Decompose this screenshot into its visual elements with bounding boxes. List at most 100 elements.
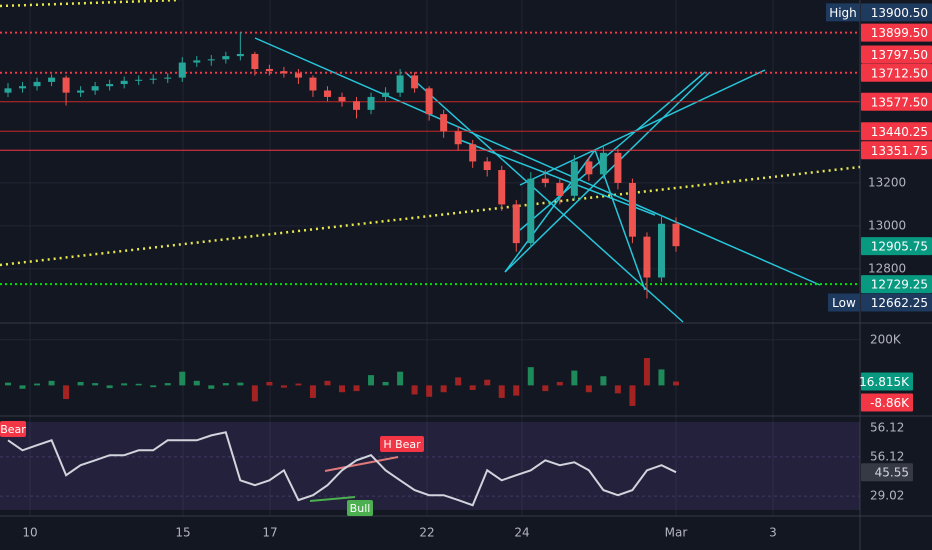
volume-bar [77,381,84,386]
candle-body [236,53,244,57]
annotation: Bull [350,502,371,515]
trend-line [504,71,711,273]
y-tick-label: 12800 [868,261,906,275]
high-label-box [861,3,932,22]
annotation: Bear [0,423,26,436]
trend-line [519,69,766,186]
candle-body [193,60,201,63]
rsi-current-label-box [861,463,913,482]
trend-line [519,71,706,231]
drawings [0,0,861,502]
candle-body [323,90,331,97]
candle-body [570,161,578,196]
volume-bar [179,371,186,386]
volume-current-label: -8.86K [870,396,910,410]
candle-body [149,78,157,80]
volume-bar [397,371,404,386]
level-label-box [861,275,932,294]
current-price-label: 12905.75 [871,240,928,254]
volume-bar [34,383,41,386]
x-tick-label: 3 [769,526,777,540]
annotation-box [0,421,26,437]
candle-body [294,73,302,78]
low-name: Low [832,296,856,310]
candle-body [77,90,85,93]
level-label: 13440.25 [871,125,928,139]
high-label: 13900.50 [871,6,928,20]
candle-body [483,161,491,171]
x-tick-label: 15 [175,526,190,540]
candle-body [135,79,143,81]
trend-line [0,165,861,267]
candle-body [62,77,70,93]
volume-bar [251,385,258,402]
volume-bar [658,369,665,386]
level-label: 13351.75 [871,144,928,158]
volume-bar [164,383,171,386]
volume-bar [527,367,534,386]
candle-body [4,88,12,93]
candle-body [19,86,27,89]
volume-bar [455,377,462,386]
trend-line [504,149,596,273]
volume-bar [382,381,389,386]
candle-body [440,114,448,132]
volume-bar [121,383,128,386]
candle-body [382,92,390,97]
candle-body [657,223,665,278]
candle-body [309,77,317,91]
x-tick-label: 10 [22,526,37,540]
x-tick-label: 17 [262,526,277,540]
level-label: 13797.50 [871,48,928,62]
candle-body [120,80,128,85]
volume-bar [150,385,157,388]
volume-bar [498,385,505,398]
high-name: High [829,6,857,20]
candle-body [164,77,172,79]
y-tick-label: 56.12 [870,449,904,463]
volume-current-label-box [861,372,913,391]
rsi-band [0,422,860,510]
volume-bar [339,385,345,393]
level-label-box [861,23,932,42]
volume-bar [629,385,636,406]
labels: 13200 13000 12800 10 15 17 22 24 Mar 3 13899.50 137… [0,3,932,540]
y-tick-label: 200K [870,332,902,346]
volume-bar [556,381,563,386]
trend-line [0,0,181,8]
y-tick-label: 13000 [868,218,906,232]
level-label: 12729.25 [871,278,928,292]
trend-line [254,37,821,286]
candle-body [527,178,535,244]
candle-body [411,75,419,89]
level-label-box [861,122,932,141]
candle-body [353,101,361,110]
candle-body [498,170,506,205]
y-tick-label: 13200 [868,175,906,189]
candle-body [614,152,622,183]
x-tick-label: 24 [514,526,529,540]
candle-body [396,75,404,93]
volume-bar [643,358,650,386]
volume-bar [135,383,142,386]
candle-body [338,96,346,102]
volume-bar [542,385,549,392]
volume-bar [324,380,331,386]
candle-body [265,69,273,72]
annotation-box [380,436,424,452]
volume-bar [469,385,476,390]
current-price-label-box [861,237,932,256]
volume-bar [484,379,491,386]
volume-bar [411,385,418,395]
candle-body [280,71,288,74]
candle-body [425,88,433,115]
x-tick-label: Mar [665,526,688,540]
trend-line [459,139,656,216]
level-label: 13577.50 [871,95,928,109]
volume-bar [106,385,113,389]
candle-body [556,182,564,196]
divergence-line [324,456,399,472]
